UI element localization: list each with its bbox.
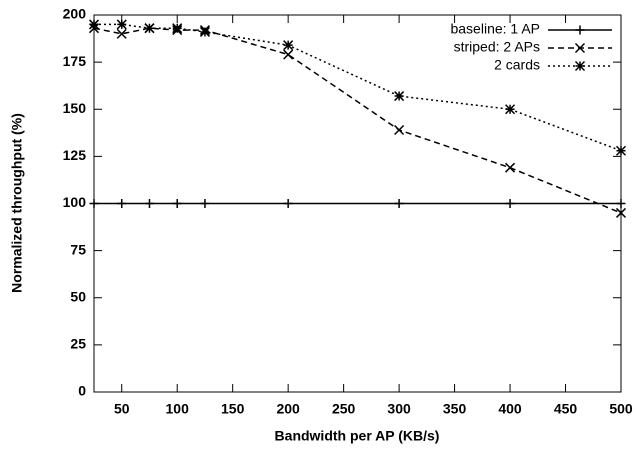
x-tick-label: 150: [221, 401, 245, 417]
data-point: [283, 199, 293, 208]
data-point: [172, 199, 182, 208]
legend-label: striped: 2 APs: [454, 39, 540, 55]
x-axis-label: Bandwidth per AP (KB/s): [275, 428, 440, 444]
y-tick-label: 125: [63, 147, 87, 163]
x-tick-label: 450: [554, 401, 578, 417]
data-point: [394, 124, 405, 136]
data-point: [505, 162, 516, 173]
data-point: [117, 199, 127, 208]
data-point: [88, 19, 100, 30]
legend-label: 2 cards: [494, 57, 540, 73]
legend-marker: [574, 42, 586, 54]
data-point: [615, 145, 627, 156]
x-tick-label: 300: [387, 401, 411, 417]
y-tick-label: 75: [70, 241, 86, 257]
data-point: [199, 26, 210, 37]
data-point: [144, 199, 154, 208]
data-point: [394, 91, 405, 102]
series-line: [94, 23, 622, 152]
y-tick-label: 200: [63, 6, 87, 22]
legend-label: baseline: 1 AP: [450, 21, 540, 37]
series-line: [93, 27, 622, 214]
y-tick-label: 25: [70, 336, 86, 352]
data-point: [172, 23, 183, 34]
data-point: [283, 40, 294, 51]
data-point: [116, 19, 127, 30]
data-point: [144, 23, 155, 34]
y-axis-label: Normalized throughput (%): [9, 113, 25, 293]
data-point: [394, 199, 404, 208]
legend-marker: [575, 25, 585, 35]
y-tick-label: 100: [63, 194, 87, 210]
x-tick-label: 200: [276, 401, 300, 417]
data-point: [615, 207, 627, 218]
y-tick-label: 50: [70, 288, 86, 304]
data-point: [616, 199, 626, 208]
data-point: [89, 199, 99, 208]
data-point: [505, 199, 515, 208]
data-point: [200, 199, 210, 208]
data-point: [283, 49, 294, 60]
data-point: [505, 104, 516, 115]
x-tick-label: 500: [609, 401, 633, 417]
x-tick-label: 400: [498, 401, 522, 417]
x-tick-label: 50: [114, 401, 130, 417]
y-tick-label: 175: [63, 53, 87, 69]
y-tick-label: 0: [78, 383, 86, 399]
x-tick-label: 100: [166, 401, 190, 417]
x-tick-label: 350: [443, 401, 467, 417]
legend-marker: [574, 60, 586, 72]
data-point: [116, 28, 127, 39]
x-tick-label: 250: [332, 401, 356, 417]
y-tick-label: 150: [63, 100, 87, 116]
